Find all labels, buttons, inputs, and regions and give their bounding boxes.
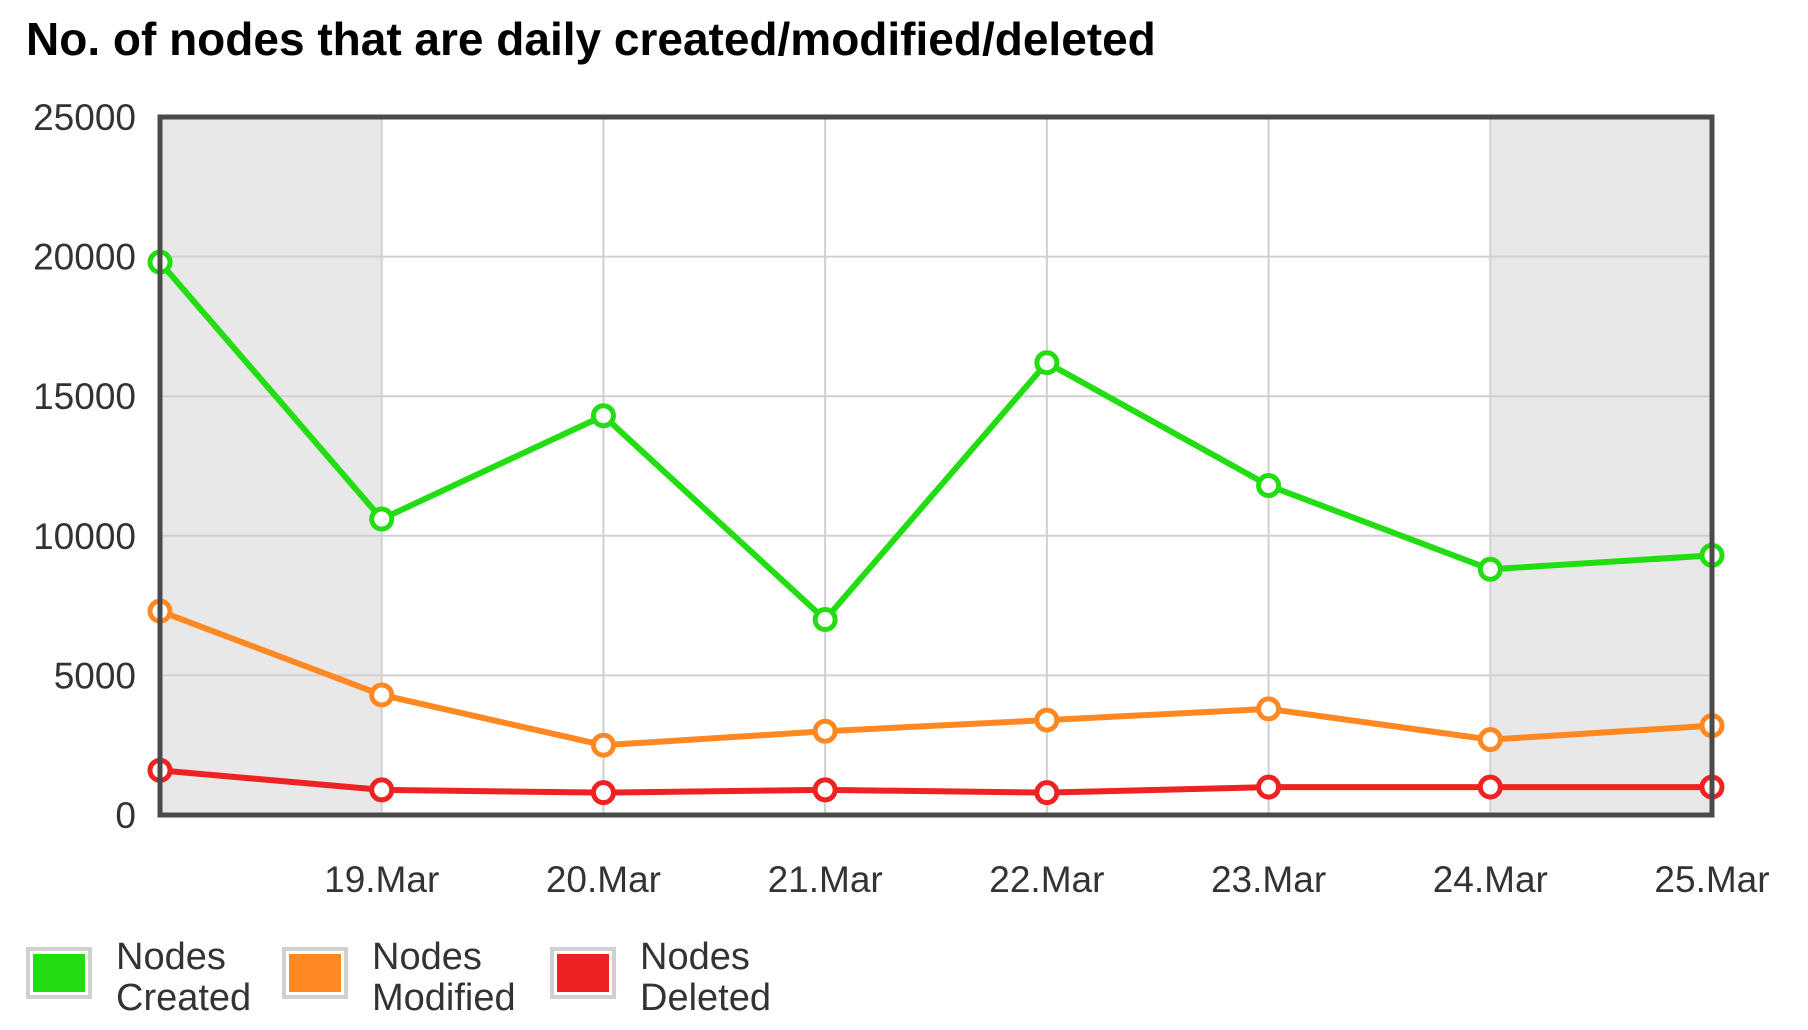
legend-item-nodes-modified[interactable]: Nodes Modified: [282, 937, 532, 1019]
data-point: [1034, 780, 1060, 806]
data-point: [1256, 473, 1282, 499]
x-tick-label: 21.Mar: [768, 859, 883, 900]
data-point: [369, 682, 395, 708]
data-point: [1477, 556, 1503, 582]
data-point: [1034, 350, 1060, 376]
data-point: [590, 780, 616, 806]
plot-frame: [157, 114, 1715, 818]
data-point: [812, 718, 838, 744]
data-point: [1477, 774, 1503, 800]
weekend-band: [1490, 117, 1712, 815]
grid-lines: [160, 116, 1712, 816]
legend-label-line1: Nodes: [116, 936, 226, 978]
series-nodes-modified: [147, 598, 1725, 758]
data-point: [1256, 696, 1282, 722]
legend-label-line1: Nodes: [372, 936, 482, 978]
legend-swatch-deleted: [550, 947, 616, 999]
x-tick-label: 22.Mar: [989, 859, 1104, 900]
x-tick-label: 20.Mar: [546, 859, 661, 900]
legend-label-line1: Nodes: [640, 936, 750, 978]
legend-label-line2: Created: [116, 977, 252, 1019]
data-point: [369, 777, 395, 803]
y-tick-label: 15000: [33, 376, 136, 417]
y-tick-label: 10000: [33, 516, 136, 557]
data-point: [1477, 727, 1503, 753]
data-point: [590, 732, 616, 758]
legend-swatch-modified: [282, 947, 348, 999]
legend-swatch-created: [26, 947, 92, 999]
y-tick-label: 20000: [33, 237, 136, 278]
legend-item-nodes-deleted[interactable]: Nodes Deleted: [550, 937, 800, 1019]
x-tick-label: 19.Mar: [324, 859, 439, 900]
series-line: [157, 767, 1715, 796]
legend-item-nodes-created[interactable]: Nodes Created: [26, 937, 276, 1019]
y-tick-label: 25000: [33, 97, 136, 138]
series-lines: [147, 249, 1725, 806]
y-axis-labels: 0 5000 10000 15000 20000 25000: [33, 97, 136, 836]
data-point: [1034, 707, 1060, 733]
x-tick-label: 24.Mar: [1433, 859, 1548, 900]
weekend-band: [160, 117, 382, 815]
legend-label-line2: Modified: [372, 977, 516, 1019]
plot-background: [160, 117, 1712, 815]
data-point: [812, 607, 838, 633]
x-tick-label: 25.Mar: [1654, 859, 1769, 900]
series-line: [157, 259, 1715, 623]
x-tick-label: 23.Mar: [1211, 859, 1326, 900]
data-point: [1256, 774, 1282, 800]
data-point: [812, 777, 838, 803]
x-axis-labels: 19.Mar 20.Mar 21.Mar 22.Mar 23.Mar 24.Mar 25.M…: [324, 859, 1769, 900]
legend-label-line2: Deleted: [640, 977, 771, 1019]
series-nodes-created: [147, 249, 1725, 633]
y-tick-label: 5000: [54, 655, 136, 696]
data-point: [590, 403, 616, 429]
series-line: [157, 608, 1715, 749]
data-point: [369, 506, 395, 532]
chart-title: No. of nodes that are daily created/modi…: [26, 13, 1156, 65]
y-tick-label: 0: [115, 795, 136, 836]
series-nodes-deleted: [147, 757, 1725, 806]
